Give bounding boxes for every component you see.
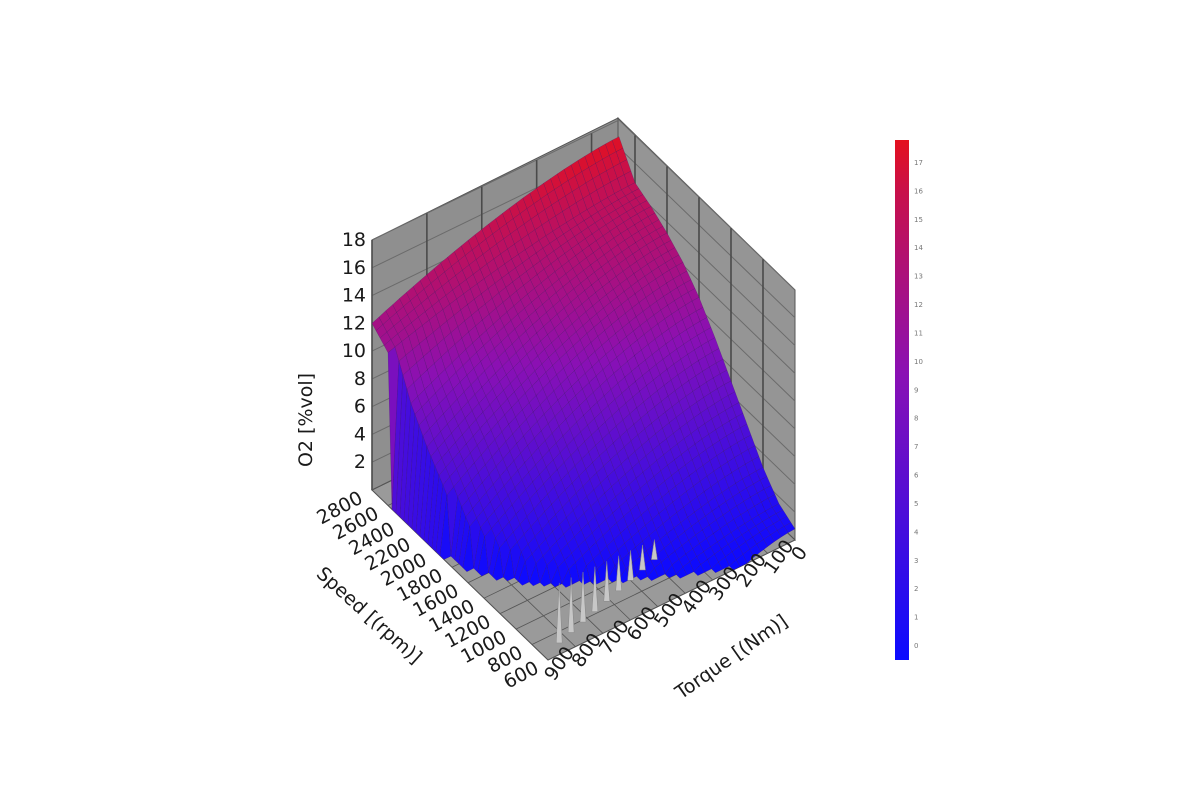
z-tick-label: 2: [354, 451, 366, 473]
z-tick-label: 6: [354, 396, 366, 418]
colorbar-tick-label: 8: [914, 415, 918, 423]
z-tick-label: 12: [342, 312, 366, 334]
colorbar-tick-label: 5: [914, 500, 918, 508]
colorbar-tick-label: 11: [914, 329, 923, 337]
colorbar-tick-label: 10: [914, 358, 923, 366]
colorbar-tick-label: 17: [914, 159, 923, 167]
colorbar-tick-label: 3: [914, 557, 918, 565]
z-axis-title: O2 [%vol]: [295, 373, 317, 467]
colorbar-tick-label: 7: [914, 443, 918, 451]
z-tick-label: 16: [342, 257, 366, 279]
colorbar-tick-label: 9: [914, 386, 918, 394]
colorbar-tick-label: 16: [914, 187, 923, 195]
z-tick-label: 8: [354, 368, 366, 390]
colorbar-tick-label: 0: [914, 642, 918, 650]
z-tick-label: 10: [342, 340, 366, 362]
colorbar-tick-label: 6: [914, 472, 919, 480]
colorbar-tick-label: 15: [914, 216, 923, 224]
colorbar-gradient: [895, 140, 909, 660]
z-tick-label: 18: [342, 229, 366, 251]
colorbar-tick-label: 4: [914, 528, 919, 536]
z-tick-label: 14: [342, 285, 366, 307]
colorbar-tick-label: 13: [914, 273, 923, 281]
z-axis-ticks: 2 4 6 8 10 12 14 16 18: [342, 229, 366, 473]
torque-axis-title: Torque [(Nm)]: [670, 610, 791, 704]
colorbar-tick-label: 2: [914, 585, 918, 593]
colorbar-tick-label: 1: [914, 614, 918, 622]
colorbar-tick-label: 12: [914, 301, 923, 309]
colorbar-tick-label: 14: [914, 244, 923, 252]
z-tick-label: 4: [354, 423, 366, 445]
